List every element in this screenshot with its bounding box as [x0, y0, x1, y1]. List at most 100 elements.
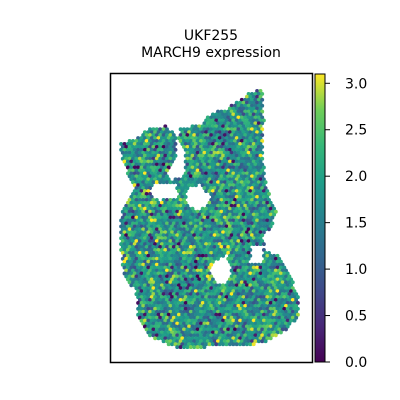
- spot: [268, 206, 273, 211]
- spot: [149, 200, 154, 205]
- spot: [248, 100, 253, 105]
- spot: [199, 321, 203, 326]
- spot: [153, 277, 158, 282]
- spot: [178, 327, 183, 332]
- spot: [258, 330, 263, 335]
- spot: [190, 318, 195, 323]
- spot: [278, 312, 283, 317]
- spot: [173, 271, 178, 276]
- spot: [272, 212, 277, 217]
- spot: [153, 259, 158, 264]
- spot: [202, 186, 207, 191]
- spot: [256, 333, 261, 338]
- spot: [170, 259, 175, 264]
- spot: [270, 303, 275, 308]
- spot: [239, 309, 244, 314]
- spot: [136, 247, 141, 252]
- spot: [275, 253, 280, 258]
- spot: [149, 177, 154, 182]
- spot: [253, 262, 258, 267]
- spot: [182, 144, 186, 149]
- spot: [159, 330, 164, 335]
- spot: [246, 298, 251, 302]
- spot: [134, 227, 139, 232]
- spot: [158, 203, 163, 208]
- spot: [216, 139, 220, 143]
- spot: [236, 227, 241, 232]
- spot: [212, 239, 217, 244]
- spot: [256, 192, 261, 196]
- spot: [165, 292, 169, 297]
- spot: [248, 212, 253, 217]
- spot: [253, 127, 258, 132]
- spot: [258, 295, 263, 300]
- spot: [238, 247, 243, 252]
- spot: [141, 262, 146, 267]
- spot: [142, 171, 147, 176]
- spot: [180, 236, 185, 241]
- spot: [229, 197, 234, 202]
- spot: [251, 141, 256, 146]
- spot: [171, 239, 176, 244]
- spot: [139, 177, 144, 182]
- spot: [124, 150, 129, 155]
- spot: [244, 342, 249, 347]
- spot: [210, 306, 215, 311]
- spot: [250, 133, 254, 138]
- spot: [219, 286, 224, 291]
- spot: [204, 206, 209, 211]
- spot: [182, 239, 186, 244]
- spot: [200, 230, 205, 235]
- spot: [188, 274, 193, 279]
- spot: [216, 327, 220, 332]
- spot: [129, 224, 134, 229]
- spot: [251, 306, 256, 311]
- spot: [216, 150, 220, 155]
- spot: [219, 209, 224, 214]
- spot: [176, 247, 181, 252]
- spot: [163, 218, 168, 223]
- spot: [173, 253, 178, 258]
- spot: [217, 253, 222, 258]
- spot: [265, 318, 270, 323]
- spot: [248, 236, 253, 241]
- spot: [166, 324, 171, 329]
- spot: [148, 133, 152, 138]
- spot: [171, 133, 176, 138]
- spot: [250, 303, 254, 308]
- spot: [171, 333, 176, 338]
- spot: [234, 236, 239, 241]
- spot: [159, 159, 164, 164]
- spot: [212, 298, 217, 302]
- spot: [159, 200, 164, 205]
- spot: [204, 277, 209, 282]
- spot: [233, 333, 237, 338]
- spot: [193, 289, 198, 294]
- spot: [125, 236, 130, 241]
- spot: [156, 253, 161, 258]
- spot: [238, 342, 243, 347]
- spot: [132, 242, 137, 247]
- spot: [141, 309, 146, 314]
- spot: [244, 336, 249, 341]
- spot: [248, 183, 253, 188]
- spot: [146, 183, 151, 188]
- spot: [175, 298, 180, 302]
- spot: [192, 345, 197, 350]
- spot: [170, 265, 175, 270]
- spot: [260, 121, 265, 126]
- spot: [149, 206, 154, 211]
- spot: [125, 259, 130, 264]
- spot: [210, 189, 215, 194]
- spot: [166, 259, 171, 264]
- spot: [190, 183, 195, 188]
- spot: [282, 277, 287, 282]
- spot: [187, 306, 192, 311]
- spot: [183, 271, 188, 276]
- spot: [141, 239, 146, 244]
- spot: [207, 265, 212, 270]
- spot: [270, 286, 275, 291]
- spot: [176, 242, 181, 247]
- spot: [141, 321, 146, 326]
- spot: [151, 327, 156, 332]
